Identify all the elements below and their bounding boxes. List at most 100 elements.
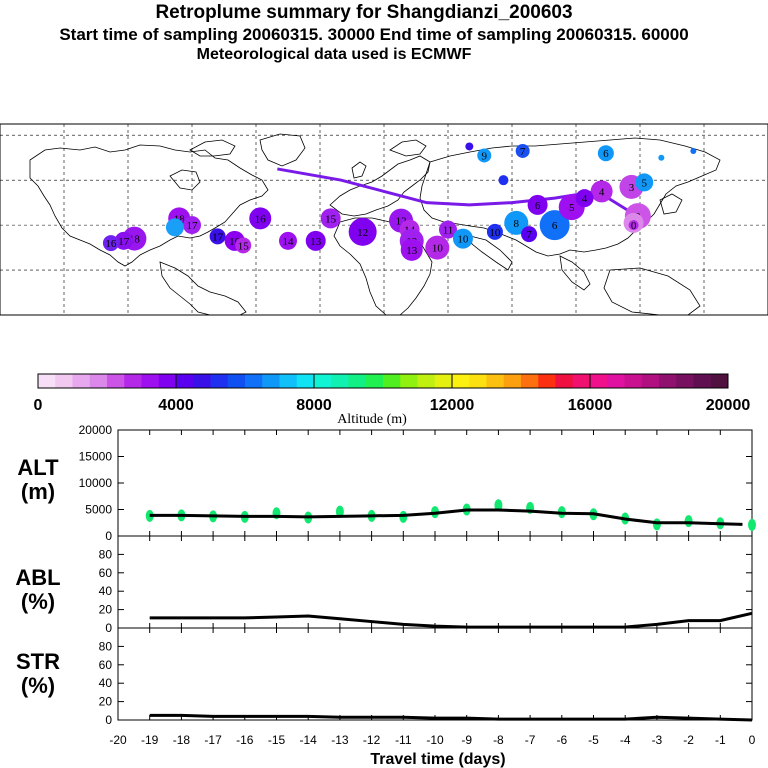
plume-marker [425, 235, 450, 260]
scatter-point [494, 499, 503, 512]
plume-marker [504, 210, 529, 235]
plume-marker-label: 4 [599, 186, 605, 198]
x-tick-label: -11 [395, 733, 412, 747]
colorbar-cell [176, 374, 194, 388]
plume-marker [515, 143, 530, 158]
y-tick-label: 60 [99, 658, 113, 672]
time-series-panels: 0 5000 10000 15000 20000 0 20 40 60 80 0 20 40 60 80 [79, 423, 756, 727]
y-tick-label: 20 [99, 695, 113, 709]
x-tick-label: -14 [300, 733, 318, 747]
colorbar-cell [607, 374, 625, 388]
plume-marker-label: 5 [642, 177, 648, 189]
colorbar-cell [227, 374, 246, 388]
y-tick-label: 80 [99, 547, 113, 561]
colorbar-cell [590, 374, 608, 388]
plume-marker [590, 180, 613, 203]
plume-marker [477, 148, 492, 163]
str-ylabel-unit: (%) [20, 673, 56, 698]
colorbar-cell [158, 374, 177, 388]
plume-marker [279, 231, 297, 250]
plume-marker [320, 208, 341, 229]
colorbar-tick-label: 0 [34, 397, 43, 414]
plume-marker-label: 10 [432, 243, 444, 255]
plume-marker-label: 15 [238, 240, 250, 252]
plume-marker [527, 194, 548, 215]
x-tick-label: -13 [331, 733, 349, 747]
scatter-point [335, 505, 344, 518]
plume-marker [235, 237, 252, 254]
plume-marker [465, 142, 474, 151]
plume-marker [521, 226, 538, 243]
x-tick-label: -7 [525, 733, 536, 747]
colorbar-cell [210, 374, 229, 388]
sampling-times: Start time of sampling 20060315. 30000 E… [59, 25, 689, 44]
plume-marker [628, 220, 639, 231]
x-tick-label: -2 [683, 733, 694, 747]
y-tick-label: 20 [99, 603, 113, 617]
x-tick-label: -4 [620, 733, 631, 747]
plume-marker [165, 218, 184, 237]
map-grid [0, 124, 768, 316]
plume-marker-label: 8 [514, 218, 520, 230]
colorbar-cell [659, 374, 677, 388]
plume-marker [539, 210, 570, 241]
plume-marker-label: 11 [443, 225, 454, 237]
colorbar-tick-label: 12000 [430, 397, 475, 414]
plume-marker [575, 189, 594, 208]
colorbar-cell [245, 374, 263, 388]
x-tick-label: -5 [588, 733, 599, 747]
plume-marker [439, 220, 457, 239]
y-tick-label: 40 [99, 584, 113, 598]
colorbar-label: Altitude (m) [337, 412, 407, 427]
plume-marker-label: 0 [631, 220, 637, 232]
colorbar-cell [417, 374, 436, 388]
plume-marker-label: 13 [310, 236, 322, 248]
colorbar-ticks: 0 4000 8000 12000 16000 20000 [34, 374, 750, 414]
colorbar-cell [348, 374, 367, 388]
series-line [149, 508, 743, 526]
plume-marker-label: 17 [187, 220, 199, 232]
colorbar-cell [72, 374, 91, 388]
plume-marker-label: 16 [105, 238, 117, 250]
x-tick-label: -6 [556, 733, 567, 747]
colorbar-cell [55, 374, 73, 388]
panel-alt: 0 5000 10000 15000 20000 [79, 423, 756, 543]
panel-abl: 0 20 40 60 80 [99, 535, 753, 635]
x-tick-label: -19 [141, 733, 159, 747]
plume-marker-label: 18 [129, 234, 141, 246]
colorbar-cell [521, 374, 539, 388]
plume-marker-label: 17 [212, 231, 224, 243]
colorbar-tick-label: 4000 [158, 397, 194, 414]
plume-marker-label: 7 [526, 229, 532, 241]
alt-ylabel-unit: (m) [20, 479, 56, 504]
plume-marker [305, 230, 326, 251]
panel-frame [117, 535, 753, 629]
plume-marker-label: 10 [457, 234, 469, 246]
plume-marker-label: 13 [406, 245, 418, 257]
colorbar-cell [641, 374, 660, 388]
plume-marker-label: 16 [229, 236, 241, 248]
x-axis: -20 -19 -18 -17 -16 -15 -14 -13 -12 -11 -10 -9 -8 -7-… [109, 733, 755, 747]
y-tick-label: 80 [99, 639, 113, 653]
colorbar-cell [400, 374, 418, 388]
panel-frame [117, 627, 753, 721]
colorbar-cell [503, 374, 522, 388]
y-tick-label: 60 [99, 566, 113, 580]
colorbar-cell [124, 374, 142, 388]
x-axis-label: Travel time (days) [370, 751, 505, 768]
colorbar-cells [38, 374, 729, 388]
colorbar-cell [314, 374, 332, 388]
colorbar-cell [383, 374, 401, 388]
str-ylabel: STR (%) [8, 650, 68, 698]
plume-markers: 1817161817171615161413151212141213101110… [102, 142, 697, 261]
scatter-point [652, 518, 661, 531]
plume-marker [114, 231, 133, 250]
plume-marker [597, 145, 614, 162]
plume-marker [452, 228, 473, 249]
plume-marker-label: 7 [520, 146, 526, 158]
x-tick-label: -9 [461, 733, 472, 747]
colorbar-cell [262, 374, 280, 388]
colorbar-cell [452, 374, 470, 388]
colorbar-cell [107, 374, 125, 388]
colorbar-cell [486, 374, 505, 388]
